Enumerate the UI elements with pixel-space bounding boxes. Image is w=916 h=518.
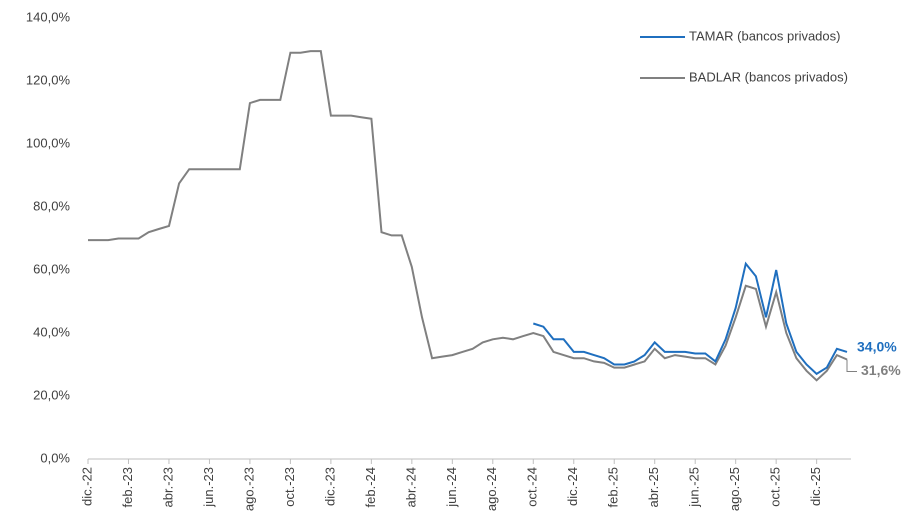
- x-tick-label: jun.-24: [444, 467, 459, 508]
- x-tick-label: ago.-25: [727, 467, 742, 511]
- series-line: [532, 261, 848, 376]
- x-tick-label: ago.-24: [484, 467, 499, 511]
- x-tick-label: dic.-25: [808, 467, 823, 506]
- x-tick-label: oct.-23: [282, 467, 297, 507]
- x-tick-label: feb.-25: [606, 467, 621, 507]
- y-tick-label: 60,0%: [33, 261, 70, 276]
- y-tick-label: 80,0%: [33, 198, 70, 213]
- y-tick-label: 0,0%: [40, 450, 70, 465]
- x-tick-label: abr.-23: [160, 467, 175, 507]
- y-tick-label: 100,0%: [26, 135, 71, 150]
- y-tick-label: 120,0%: [26, 72, 71, 87]
- y-tick-label: 40,0%: [33, 324, 70, 339]
- data-label: 34,0%: [857, 339, 897, 355]
- x-tick-label: jun.-23: [201, 467, 216, 508]
- x-tick-label: abr.-24: [403, 467, 418, 507]
- leader-line: [846, 359, 857, 372]
- x-tick-label: dic.-22: [79, 467, 94, 506]
- x-tick-label: ago.-23: [241, 467, 256, 511]
- legend-label: TAMAR (bancos privados): [689, 28, 840, 43]
- data-label: 31,6%: [861, 362, 901, 378]
- x-tick-label: jun.-25: [687, 467, 702, 508]
- x-tick-label: dic.-23: [322, 467, 337, 506]
- x-tick-label: oct.-24: [525, 467, 540, 507]
- legend-label: BADLAR (bancos privados): [689, 69, 848, 84]
- x-tick-label: feb.-24: [363, 467, 378, 507]
- x-tick-label: abr.-25: [646, 467, 661, 507]
- x-tick-label: dic.-24: [565, 467, 580, 506]
- y-tick-label: 20,0%: [33, 387, 70, 402]
- y-tick-label: 140,0%: [26, 9, 71, 24]
- x-tick-label: oct.-25: [768, 467, 783, 507]
- x-tick-label: feb.-23: [120, 467, 135, 507]
- series-line: [88, 50, 848, 382]
